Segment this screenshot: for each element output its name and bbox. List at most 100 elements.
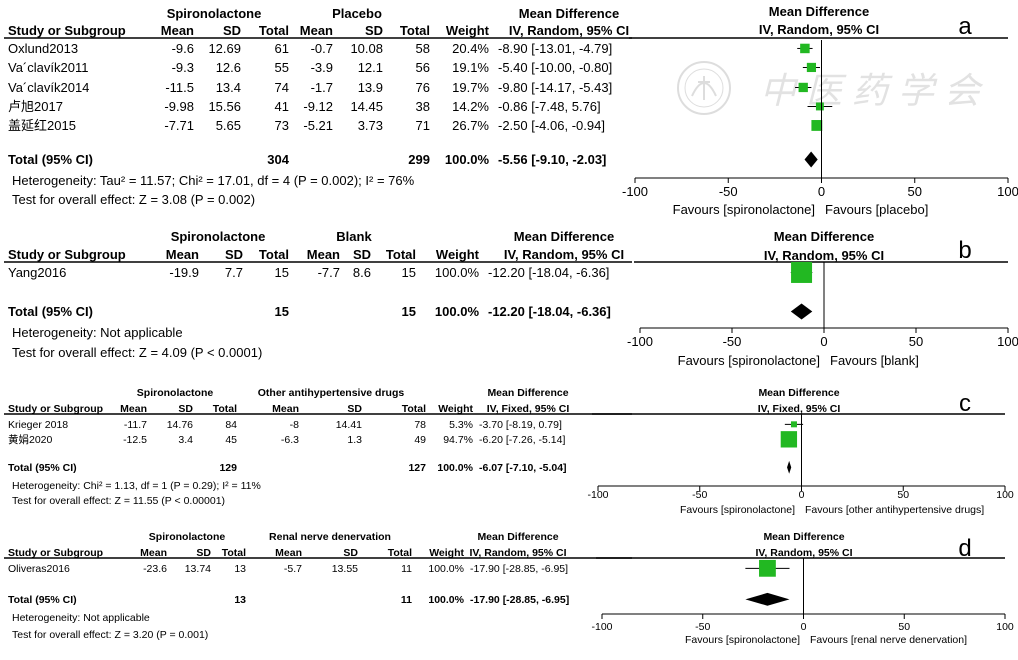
study-effect-box: [790, 421, 797, 428]
pooled-effect-diamond: [804, 151, 818, 168]
total-label: Total (95% CI): [8, 462, 77, 474]
control-total: 78: [414, 419, 426, 431]
md-column-method: IV, Random, 95% CI: [504, 247, 624, 262]
control-total: 11: [401, 563, 412, 575]
column-header-sd: SD: [196, 547, 211, 559]
column-header-sd: SD: [347, 403, 362, 415]
column-header-study: Study or Subgroup: [8, 23, 126, 38]
study-effect-box: [759, 559, 776, 577]
column-header-total: Total: [386, 247, 416, 262]
control-total: 76: [416, 80, 430, 95]
x-tick-label: -50: [719, 184, 738, 199]
plot-title: Mean Difference: [763, 531, 844, 543]
total-label: Total (95% CI): [8, 304, 93, 319]
treatment-total: 55: [275, 60, 289, 75]
treatment-mean: -9.6: [172, 41, 194, 56]
column-header-mean: Mean: [272, 403, 299, 415]
study-effect-box: [798, 82, 808, 93]
total-ci: -17.90 [-28.85, -6.95]: [470, 594, 569, 606]
study-name: Krieger 2018: [8, 419, 68, 431]
total-control-n: 127: [408, 462, 426, 474]
treatment-total: 61: [275, 41, 289, 56]
column-header-weight: Weight: [429, 547, 464, 559]
column-header-study: Study or Subgroup: [8, 403, 103, 415]
treatment-mean: -7.71: [164, 118, 194, 133]
column-header-mean: Mean: [275, 547, 302, 559]
x-tick-label: 0: [818, 184, 825, 199]
favours-right-label: Favours [placebo]: [825, 202, 928, 217]
treatment-total: 41: [275, 99, 289, 114]
md-column-title: Mean Difference: [514, 229, 614, 244]
total-control-n: 11: [401, 594, 412, 606]
panel-label: d: [958, 535, 971, 562]
control-mean: -5.7: [284, 563, 302, 575]
control-mean: -6.3: [281, 434, 299, 446]
x-tick-label: 100: [996, 489, 1014, 501]
treatment-sd: 15.56: [208, 99, 241, 114]
study-name: 卢旭2017: [8, 99, 63, 114]
plot-method: IV, Random, 95% CI: [759, 22, 879, 37]
control-total: 56: [416, 60, 430, 75]
x-tick-label: 50: [909, 334, 923, 349]
study-weight: 100.0%: [435, 265, 480, 280]
control-sd: 13.55: [332, 563, 358, 575]
column-header-study: Study or Subgroup: [8, 247, 126, 262]
control-sd: 1.3: [347, 434, 362, 446]
column-header-total: Total: [400, 23, 430, 38]
column-header-mean: Mean: [140, 547, 167, 559]
study-ci: -6.20 [-7.26, -5.14]: [479, 434, 565, 446]
study-name: Va´clavík2011: [8, 60, 88, 75]
column-header-mean: Mean: [161, 23, 194, 38]
study-ci: -5.40 [-10.00, -0.80]: [498, 60, 612, 75]
total-weight: 100.0%: [445, 152, 490, 167]
x-tick-label: 100: [997, 184, 1018, 199]
column-header-mean: Mean: [300, 23, 333, 38]
study-name: Va´clavík2014: [8, 80, 89, 95]
treatment-sd: 5.65: [216, 118, 241, 133]
treatment-sd: 12.69: [208, 41, 241, 56]
x-tick-label: 0: [820, 334, 827, 349]
study-name: Oliveras2016: [8, 563, 70, 575]
study-weight: 100.0%: [428, 563, 464, 575]
group-header-treatment: Spironolactone: [167, 6, 262, 21]
favours-right-label: Favours [other antihypertensive drugs]: [805, 504, 984, 516]
heterogeneity-text: Heterogeneity: Not applicable: [12, 612, 150, 624]
study-name: Yang2016: [8, 265, 66, 280]
treatment-mean: -12.5: [123, 434, 147, 446]
study-effect-box: [811, 120, 823, 131]
md-column-method: IV, Random, 95% CI: [469, 547, 566, 559]
favours-left-label: Favours [spironolactone]: [673, 202, 815, 217]
study-effect-box: [791, 261, 813, 283]
study-name: 黄娟2020: [8, 433, 53, 446]
plot-method: IV, Random, 95% CI: [755, 547, 852, 559]
treatment-mean: -19.9: [169, 265, 199, 280]
treatment-sd: 7.7: [225, 265, 243, 280]
x-tick-label: -100: [591, 621, 612, 633]
study-effect-box: [815, 102, 824, 111]
plot-title: Mean Difference: [774, 229, 874, 244]
x-tick-label: 50: [897, 489, 909, 501]
treatment-mean: -9.98: [164, 99, 194, 114]
favours-left-label: Favours [spironolactone]: [680, 504, 795, 516]
treatment-mean: -11.7: [124, 419, 147, 431]
control-total: 58: [416, 41, 430, 56]
x-tick-label: -100: [587, 489, 608, 501]
treatment-total: 84: [225, 419, 237, 431]
group-header-treatment: Spironolactone: [137, 387, 214, 399]
total-treatment-n: 129: [219, 462, 237, 474]
x-tick-label: -100: [627, 334, 653, 349]
favours-left-label: Favours [spironolactone]: [685, 634, 800, 646]
column-header-sd: SD: [343, 547, 358, 559]
treatment-mean: -9.3: [172, 60, 194, 75]
treatment-total: 73: [275, 118, 289, 133]
column-header-total: Total: [222, 547, 246, 559]
total-ci: -5.56 [-9.10, -2.03]: [498, 152, 606, 167]
x-tick-label: 0: [801, 621, 807, 633]
total-label: Total (95% CI): [8, 152, 93, 167]
control-sd: 10.08: [350, 41, 383, 56]
watermark-text: 中 医 药 学 会: [760, 70, 984, 111]
column-header-sd: SD: [353, 247, 371, 262]
treatment-sd: 12.6: [216, 60, 241, 75]
md-column-title: Mean Difference: [487, 387, 568, 399]
total-weight: 100.0%: [428, 594, 464, 606]
